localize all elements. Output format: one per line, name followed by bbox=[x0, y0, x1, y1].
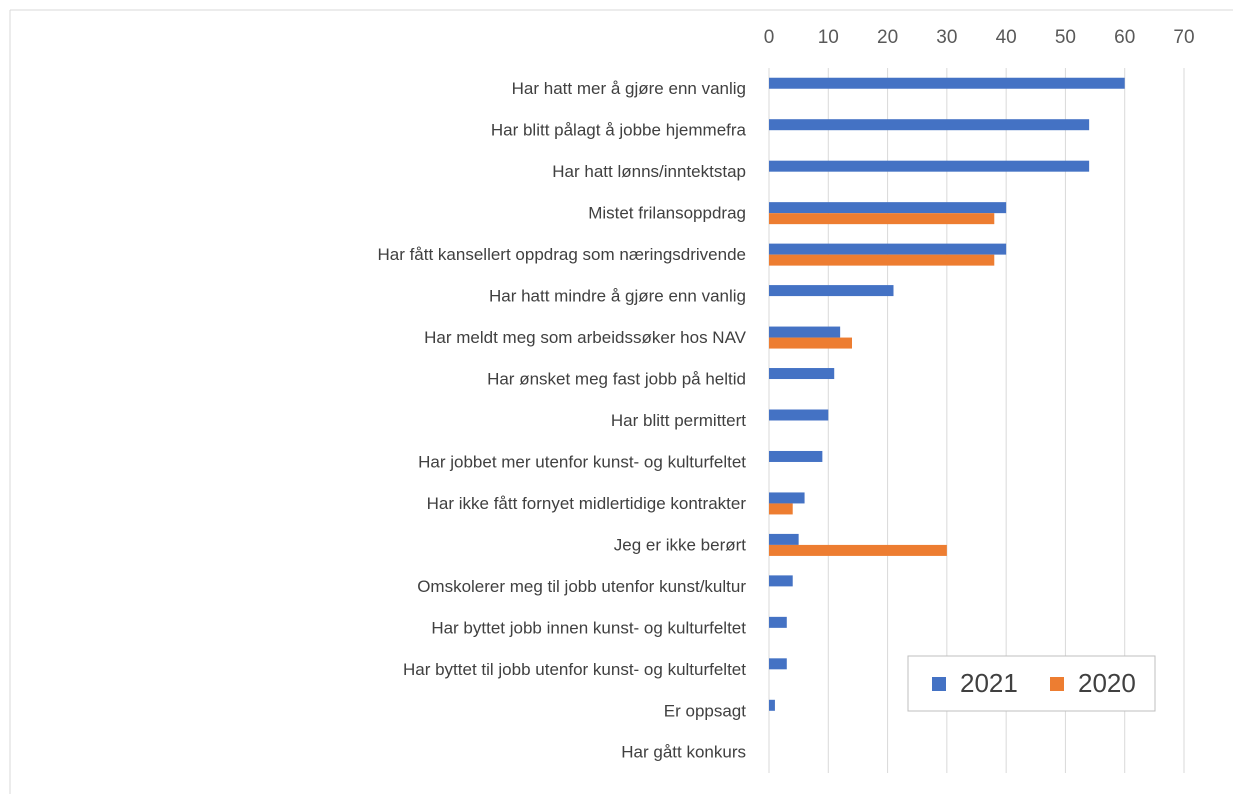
y-tick-label: Er oppsagt bbox=[664, 701, 746, 720]
x-tick-label: 50 bbox=[1055, 27, 1076, 48]
legend-box bbox=[907, 655, 1156, 712]
bar bbox=[769, 337, 852, 349]
y-tick-label: Har byttet jobb innen kunst- og kulturfe… bbox=[431, 618, 746, 637]
y-tick-label: Har hatt mindre å gjøre enn vanlig bbox=[489, 287, 746, 306]
bar bbox=[769, 119, 1090, 131]
legend-swatch bbox=[932, 677, 946, 691]
legend-swatch bbox=[1050, 677, 1064, 691]
y-tick-label: Har ønsket meg fast jobb på heltid bbox=[487, 370, 746, 389]
bar bbox=[769, 160, 1090, 172]
y-tick-label: Omskolerer meg til jobb utenfor kunst/ku… bbox=[417, 577, 746, 596]
y-tick-label: Har blitt permittert bbox=[611, 411, 746, 430]
y-tick-label: Har byttet til jobb utenfor kunst- og ku… bbox=[403, 660, 746, 679]
x-tick-label: 20 bbox=[877, 27, 898, 48]
y-tick-label: Har meldt meg som arbeidssøker hos NAV bbox=[424, 328, 747, 347]
bar bbox=[769, 254, 995, 266]
x-tick-label: 60 bbox=[1114, 27, 1135, 48]
bar bbox=[769, 368, 835, 380]
x-tick-label: 70 bbox=[1173, 27, 1194, 48]
y-tick-label: Har jobbet mer utenfor kunst- og kulturf… bbox=[418, 452, 746, 471]
bar bbox=[769, 326, 841, 338]
bar bbox=[769, 213, 995, 225]
bar bbox=[769, 202, 1007, 214]
y-tick-label: Jeg er ikke berørt bbox=[614, 535, 747, 554]
bar bbox=[769, 409, 829, 421]
bar bbox=[769, 544, 947, 556]
bar bbox=[769, 492, 805, 504]
x-tick-label: 0 bbox=[764, 27, 775, 48]
legend-label: 2021 bbox=[960, 668, 1018, 698]
bar bbox=[769, 285, 894, 297]
y-tick-label: Har fått kansellert oppdrag som næringsd… bbox=[377, 245, 746, 264]
x-tick-label: 30 bbox=[936, 27, 957, 48]
legend-label: 2020 bbox=[1078, 668, 1136, 698]
x-tick-label: 10 bbox=[818, 27, 839, 48]
y-tick-label: Mistet frilansoppdrag bbox=[588, 204, 746, 223]
bar bbox=[769, 77, 1125, 89]
bar bbox=[769, 503, 793, 515]
y-tick-label: Har gått konkurs bbox=[621, 743, 746, 762]
bar bbox=[769, 243, 1007, 255]
y-tick-label: Har hatt mer å gjøre enn vanlig bbox=[512, 79, 746, 98]
bar bbox=[769, 575, 793, 587]
y-tick-label: Har blitt pålagt å jobbe hjemmefra bbox=[491, 121, 747, 140]
bar bbox=[769, 699, 775, 711]
y-tick-label: Har hatt lønns/inntektstap bbox=[552, 162, 746, 181]
bar bbox=[769, 616, 787, 628]
bar bbox=[769, 450, 823, 462]
x-tick-label: 40 bbox=[996, 27, 1017, 48]
bar bbox=[769, 658, 787, 670]
bar bbox=[769, 533, 799, 545]
y-tick-label: Har ikke fått fornyet midlertidige kontr… bbox=[427, 494, 747, 513]
